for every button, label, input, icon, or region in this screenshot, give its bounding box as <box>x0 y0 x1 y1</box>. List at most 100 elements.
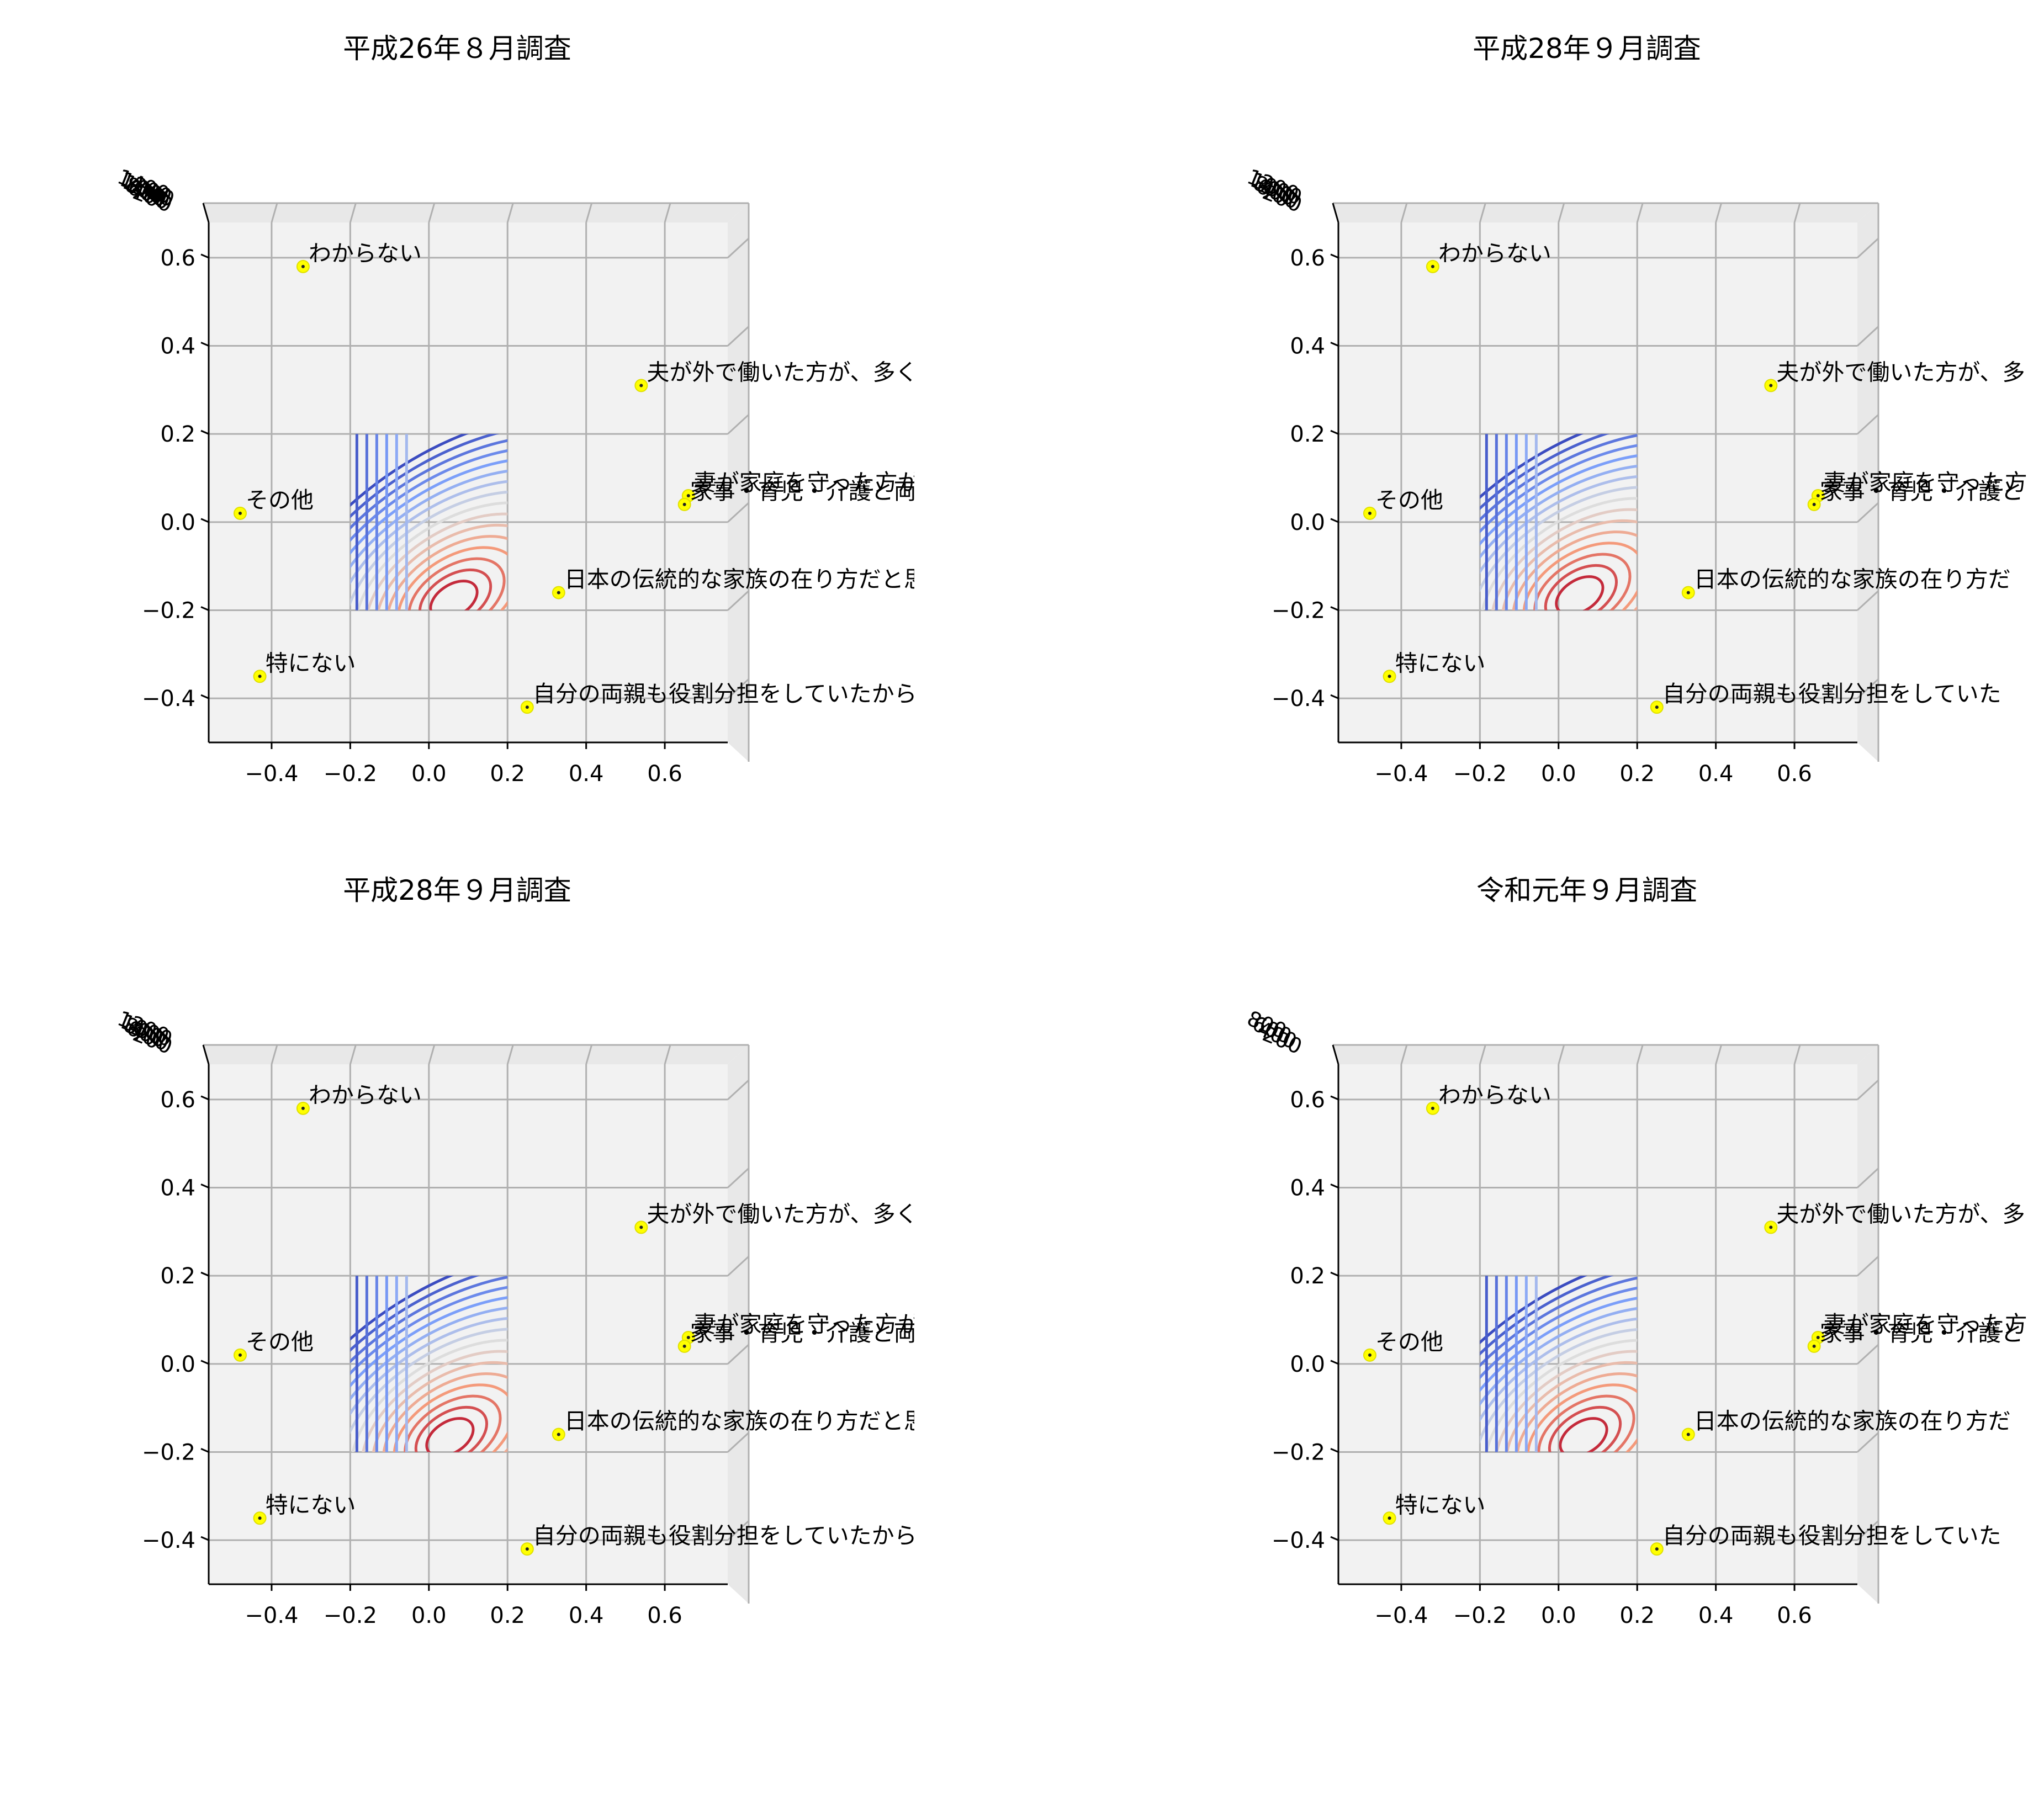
scatter-point-center <box>639 384 643 388</box>
y-tick-mark <box>1330 1271 1339 1277</box>
scatter-point-center <box>1812 1344 1816 1348</box>
contour-line <box>350 490 508 611</box>
y-tick-mark <box>1330 1448 1339 1453</box>
contour-line <box>350 434 508 611</box>
y-tick-label: 0.2 <box>160 1264 195 1289</box>
grid-line <box>727 502 750 523</box>
grid-line <box>1856 326 1879 347</box>
scatter-point-center <box>682 1344 686 1348</box>
contour-line <box>1555 575 1605 611</box>
grid-line <box>727 678 750 699</box>
z-axis <box>202 203 210 223</box>
contour-line <box>386 535 508 611</box>
contour-line <box>1494 1350 1638 1452</box>
contour-group <box>350 434 508 611</box>
scatter-point-center <box>1655 705 1659 709</box>
scatter-point-center <box>258 675 262 678</box>
point-label: その他 <box>246 487 314 513</box>
chart-panel: 平成28年９月調査 −0.4 −0.2 0.0 0.2 0.4 0.6 −0.4 −0.2 0.0… <box>1244 33 2027 787</box>
scatter-point-center <box>1769 384 1773 388</box>
y-tick-mark <box>200 694 209 699</box>
scatter-point-center <box>639 1225 643 1229</box>
points-group: わからない夫が外で働いた方が、多くの収入を得られると妻が家庭を守った方が、子供の… <box>233 240 914 714</box>
point-label: 自分の両親も役割分担をしていた <box>1662 1522 2001 1549</box>
point-label: 妻が家庭を守った方 <box>1824 1311 2027 1337</box>
y-tick-label: −0.2 <box>1272 598 1325 624</box>
x-tick-label: 0.2 <box>1619 1603 1655 1628</box>
scatter-point-center <box>301 1106 305 1110</box>
point-label: その他 <box>1375 487 1443 513</box>
contour-line <box>1544 564 1618 611</box>
chart-panel: 令和元年９月調査 −0.4 −0.2 0.0 0.2 0.4 0.6 −0.4 −0.2 0.0 0… <box>1244 874 2027 1628</box>
contour-group <box>350 1276 508 1452</box>
points-group: わからない夫が外で働いた方が、多くの収入を得られると妻が家庭を守った方が、子供の… <box>233 1082 1120 1556</box>
contour-line <box>429 580 479 611</box>
y-tick-mark <box>1330 1183 1339 1188</box>
back-pane <box>1333 203 1878 222</box>
scatter-point-center <box>1769 1225 1773 1229</box>
contour-line <box>393 1383 508 1452</box>
y-tick-mark <box>1330 1360 1339 1365</box>
scatter-point-center <box>1431 264 1434 268</box>
scatter-point-center <box>1388 1516 1391 1520</box>
scatter-point-center <box>1655 1547 1659 1551</box>
y-tick-mark <box>1330 429 1339 435</box>
y-tick-mark <box>1330 518 1339 523</box>
y-tick-mark <box>200 1271 209 1277</box>
y-tick-label: 0.6 <box>160 246 195 271</box>
grid-line <box>1856 1520 1879 1541</box>
scatter-point-center <box>525 705 529 709</box>
point-label: その他 <box>1375 1329 1443 1355</box>
y-tick-mark <box>200 342 209 347</box>
side-pane <box>1857 1045 1878 1604</box>
point-label: わからない <box>1438 1082 1551 1108</box>
y-tick-label: −0.2 <box>142 598 195 624</box>
scatter-point-center <box>258 1516 262 1520</box>
scatter-point-center <box>686 1335 690 1339</box>
grid-line <box>271 203 278 223</box>
x-tick-label: −0.2 <box>1453 761 1507 787</box>
side-pane <box>1857 203 1878 762</box>
scatter-point-center <box>1816 493 1820 497</box>
scatter-point-center <box>238 1353 242 1357</box>
contour-line <box>1480 1328 1638 1452</box>
y-tick-label: 0.0 <box>1290 510 1325 535</box>
z-axis <box>202 1044 210 1065</box>
point-label: 夫が外で働いた方が、多 <box>1776 1201 2025 1227</box>
x-tick-label: −0.2 <box>324 1603 377 1628</box>
point-label: わからない <box>1438 240 1551 267</box>
contour-line <box>1480 1294 1638 1452</box>
contour-line <box>414 1405 489 1452</box>
x-tick-label: 0.6 <box>1777 1603 1812 1628</box>
contour-line <box>1490 508 1638 611</box>
y-tick-label: 0.0 <box>1290 1352 1325 1377</box>
y-tick-mark <box>200 429 209 435</box>
x-tick-label: 0.0 <box>411 761 447 787</box>
z-tick-label: 200 <box>1259 1022 1306 1059</box>
contour-line <box>364 512 508 611</box>
contour-line <box>353 501 508 611</box>
grid-line <box>1856 1079 1879 1100</box>
y-tick-mark <box>200 1536 209 1541</box>
contour-line <box>350 434 508 611</box>
grid-line <box>727 237 750 258</box>
contour-line <box>1512 530 1638 611</box>
grid-line <box>1856 1256 1879 1277</box>
point-label: 自分の両親も役割分担をしていた <box>1662 681 2001 707</box>
grid-line <box>727 414 750 435</box>
scatter-point-center <box>686 493 690 497</box>
point-label: その他 <box>246 1329 314 1355</box>
x-tick-label: 0.0 <box>1541 761 1576 787</box>
grid-line <box>1400 1044 1408 1065</box>
x-tick-label: 0.6 <box>1777 761 1812 787</box>
contour-line <box>1533 553 1632 611</box>
grid-line <box>1558 203 1565 223</box>
point-label: 日本の伝統的な家族の在り方だと思うから <box>564 1408 994 1435</box>
point-label: 家事・育児・介護と両立しながら、妻が働 <box>690 1320 1120 1346</box>
x-tick-label: 0.4 <box>1698 1603 1734 1628</box>
grid-line <box>349 203 357 223</box>
contour-line <box>1480 486 1638 611</box>
grid-line <box>1479 203 1486 223</box>
contour-line <box>371 1361 508 1452</box>
